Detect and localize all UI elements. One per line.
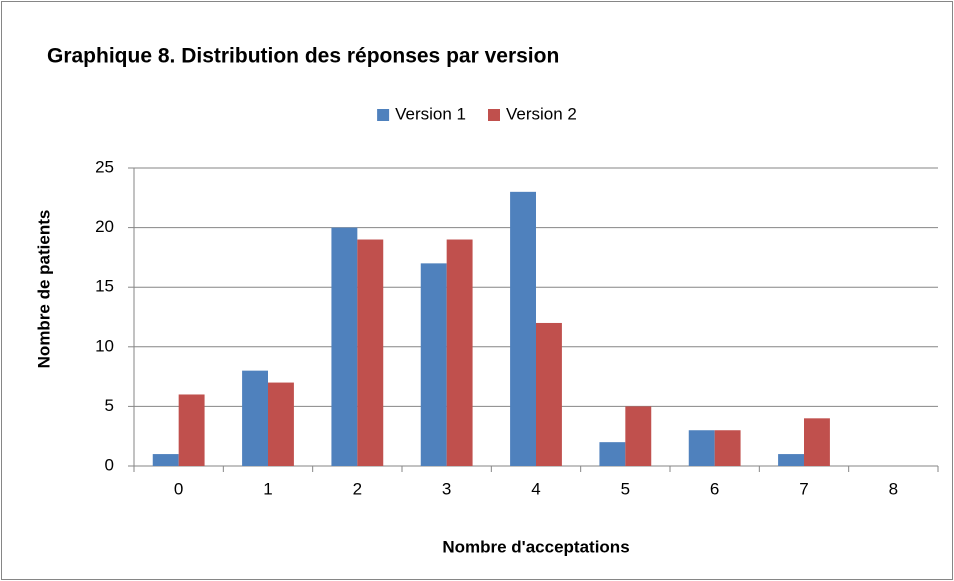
x-tick-label: 3 — [442, 479, 451, 498]
y-tick-label: 20 — [95, 217, 114, 236]
bar — [268, 382, 294, 466]
bar — [152, 454, 179, 466]
y-tick-label: 10 — [95, 336, 114, 355]
bar — [536, 322, 562, 466]
x-tick-label: 2 — [353, 479, 362, 498]
y-tick-label: 25 — [95, 157, 114, 176]
bar — [178, 394, 205, 466]
y-tick-label: 0 — [105, 455, 114, 474]
y-tick-label: 5 — [105, 396, 114, 415]
bar — [688, 430, 715, 466]
chart-title: Graphique 8. Distribution des réponses p… — [47, 45, 559, 68]
bar — [357, 239, 384, 466]
legend-swatch — [488, 109, 500, 121]
legend-label: Version 1 — [395, 104, 466, 123]
x-tick-label: 6 — [710, 479, 719, 498]
legend-swatch — [377, 109, 390, 121]
bar — [331, 227, 358, 466]
bar — [446, 239, 473, 466]
x-tick-label: 4 — [531, 479, 540, 498]
x-tick-label: 7 — [799, 479, 808, 498]
bar — [420, 263, 447, 466]
bar — [804, 418, 830, 466]
x-axis-title: Nombre d'acceptations — [442, 537, 629, 556]
bar — [625, 406, 652, 466]
bar — [714, 430, 741, 466]
x-tick-label: 5 — [621, 479, 630, 498]
x-tick-label: 8 — [889, 479, 898, 498]
legend-label: Version 2 — [506, 104, 577, 123]
x-tick-label: 1 — [263, 479, 272, 498]
y-axis-title: Nombre de patients — [34, 210, 53, 369]
bar — [242, 370, 268, 466]
bar — [510, 191, 536, 466]
x-tick-label: 0 — [174, 479, 183, 498]
y-tick-label: 15 — [95, 277, 114, 296]
bar — [599, 442, 626, 466]
bar — [778, 454, 804, 466]
